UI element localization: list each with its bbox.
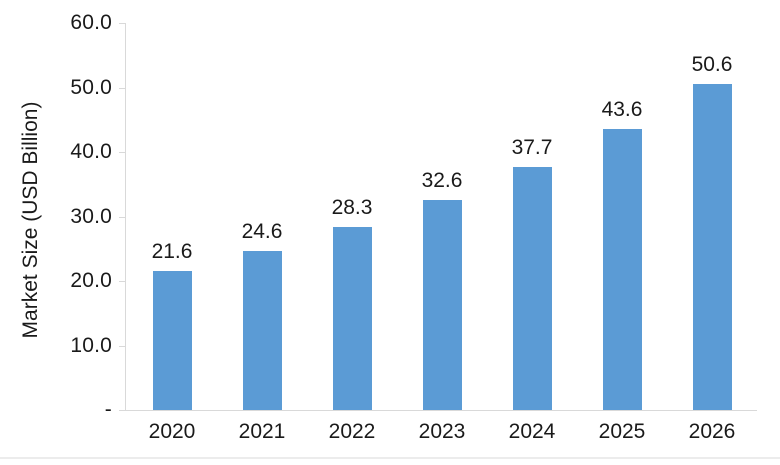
bar-value-label: 37.7 xyxy=(511,136,553,159)
bar-value-label: 32.6 xyxy=(421,169,463,192)
x-axis-tick-label: 2020 xyxy=(148,420,196,443)
y-axis-tick xyxy=(119,216,125,218)
bar-2020 xyxy=(152,271,192,410)
bar-2021 xyxy=(242,251,282,410)
bar-2023 xyxy=(422,200,462,410)
bar-2022 xyxy=(332,227,372,410)
x-axis-tick-label: 2021 xyxy=(238,420,286,443)
y-axis-tick-label: 30.0 xyxy=(70,204,112,228)
y-axis-tick-label: 60.0 xyxy=(70,11,112,34)
y-axis-tick xyxy=(119,281,125,282)
y-axis-tick-label: 50.0 xyxy=(70,75,112,99)
x-axis-line xyxy=(125,410,757,411)
bar-2025 xyxy=(602,129,642,410)
y-axis-tick-label: 40.0 xyxy=(70,140,112,163)
y-axis-tick-label: - xyxy=(104,398,112,421)
y-axis-tick xyxy=(119,23,125,24)
bar-2026 xyxy=(692,84,732,410)
x-axis-tick-label: 2026 xyxy=(688,420,736,443)
y-axis-tick xyxy=(119,410,125,411)
bar-value-label: 50.6 xyxy=(691,53,733,76)
bar-value-label: 43.6 xyxy=(601,98,643,121)
bar-value-label: 28.3 xyxy=(331,196,373,219)
y-axis-tick xyxy=(119,152,125,153)
bar-value-label: 21.6 xyxy=(151,240,193,263)
x-axis-tick-label: 2023 xyxy=(418,420,466,443)
x-axis-tick-label: 2025 xyxy=(598,420,646,443)
chart-bottom-edge xyxy=(0,457,780,459)
y-axis-line xyxy=(125,23,126,410)
bar-2024 xyxy=(512,167,552,410)
x-axis-tick-label: 2022 xyxy=(328,420,376,443)
y-axis-tick xyxy=(119,87,125,89)
y-axis-title: Market Size (USD Billion) xyxy=(19,101,42,339)
y-axis-tick-label: 20.0 xyxy=(70,269,112,292)
y-axis-tick xyxy=(119,345,125,347)
bar-value-label: 24.6 xyxy=(241,220,283,243)
x-axis-tick-label: 2024 xyxy=(508,420,556,443)
y-axis-tick-label: 10.0 xyxy=(70,333,112,357)
